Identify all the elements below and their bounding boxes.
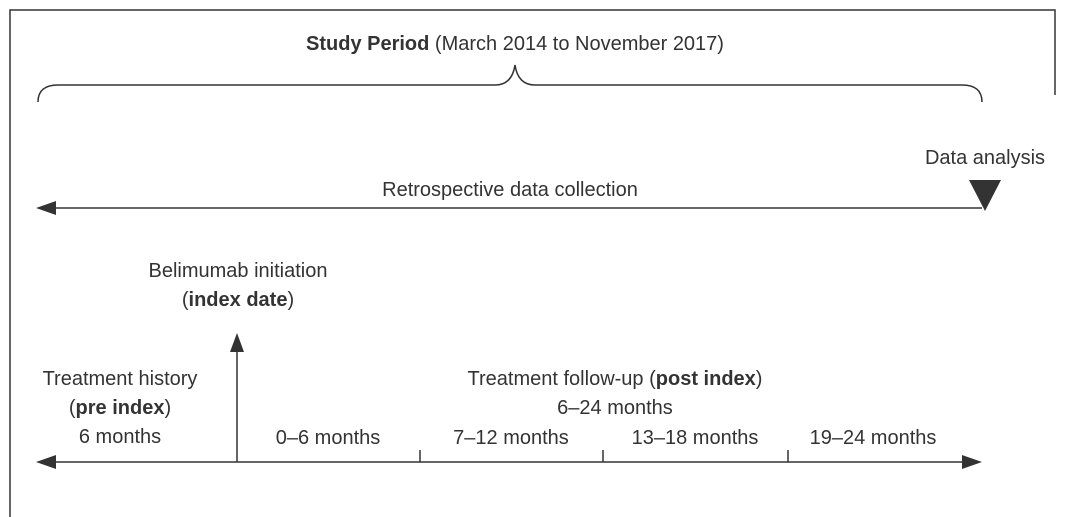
brace [37,64,983,103]
arrowhead [36,201,56,215]
index-label: (index date) [182,289,294,311]
text-run: post index [656,368,756,390]
text-run: ( [69,397,76,419]
text-run: ) [756,368,763,390]
segments: 0–6 months 7–12 months 13–18 months 19–24 m… [276,427,937,449]
study-period-title: Study Period (March 2014 to November 201… [306,33,724,55]
text-run: ) [287,289,294,311]
segment-label: 13–18 months [632,427,759,449]
text-run: (March 2014 to November 2017) [429,33,724,55]
text-run: ) [164,397,171,419]
post-index-label: 6–24 months [557,397,673,419]
text-run: index date [189,289,288,311]
arrowhead [36,455,56,469]
frame [9,9,1056,517]
segment-label: 0–6 months [276,427,381,449]
segment-label: 19–24 months [810,427,937,449]
pre-index-label: 6 months [79,426,161,448]
arrowhead [230,333,244,352]
text-run: pre index [76,397,165,419]
retrospective-label: Retrospective data collection [382,179,638,201]
text-run: Study Period [306,33,429,55]
pre-index-label: Treatment history [43,368,198,390]
text-run: Treatment follow-up ( [468,368,657,390]
post-index-label: Treatment follow-up (post index) [468,368,763,390]
arrowhead [962,455,982,469]
data-analysis-marker [969,180,1001,211]
text-run: ( [182,289,189,311]
index-label: Belimumab initiation [149,260,328,282]
data-analysis-label: Data analysis [925,147,1045,169]
pre-index-label: (pre index) [69,397,171,419]
segment-label: 7–12 months [453,427,569,449]
